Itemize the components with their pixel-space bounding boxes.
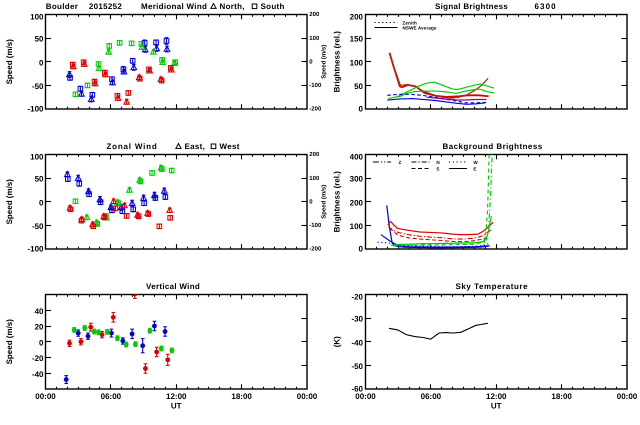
- svg-text:UT: UT: [171, 402, 182, 411]
- svg-text:South: South: [261, 2, 285, 11]
- svg-text:North,: North,: [220, 2, 245, 11]
- svg-text:100: 100: [30, 153, 44, 162]
- svg-text:-100: -100: [27, 105, 44, 114]
- svg-text:400: 400: [350, 153, 364, 162]
- svg-text:Sky Temperature: Sky Temperature: [456, 282, 529, 291]
- svg-text:West: West: [220, 142, 240, 151]
- svg-text:-40: -40: [32, 370, 44, 379]
- svg-text:100: 100: [309, 35, 320, 42]
- svg-text:6300: 6300: [535, 2, 557, 11]
- svg-text:50: 50: [35, 35, 44, 44]
- svg-text:N: N: [436, 160, 440, 165]
- svg-text:2015252: 2015252: [89, 2, 122, 11]
- svg-text:300: 300: [350, 175, 364, 184]
- svg-text:Signal Brightness: Signal Brightness: [435, 2, 508, 11]
- svg-text:Speed (m/s): Speed (m/s): [5, 319, 14, 365]
- svg-text:-20: -20: [32, 354, 44, 363]
- svg-text:W: W: [473, 160, 478, 165]
- svg-text:-20: -20: [351, 293, 363, 302]
- svg-text:100: 100: [309, 175, 320, 182]
- svg-text:Speed (m/s): Speed (m/s): [321, 185, 328, 219]
- svg-text:-200: -200: [309, 246, 322, 253]
- svg-text:NSWE Average: NSWE Average: [403, 25, 437, 30]
- svg-text:100: 100: [30, 13, 44, 22]
- svg-text:-100: -100: [27, 245, 44, 254]
- svg-text:0: 0: [359, 245, 364, 254]
- svg-text:Zonal Wind: Zonal Wind: [107, 142, 158, 151]
- svg-text:12:00: 12:00: [166, 392, 187, 401]
- svg-text:S: S: [436, 167, 439, 172]
- svg-text:Z: Z: [399, 160, 402, 165]
- svg-text:00:00: 00:00: [35, 392, 56, 401]
- svg-text:Vertical Wind: Vertical Wind: [146, 282, 200, 291]
- svg-text:50: 50: [354, 82, 363, 91]
- svg-text:0: 0: [309, 58, 313, 65]
- svg-text:200: 200: [309, 11, 320, 18]
- svg-text:50: 50: [35, 175, 44, 184]
- svg-text:-100: -100: [309, 222, 322, 229]
- svg-text:-50: -50: [32, 82, 44, 91]
- svg-text:40: 40: [35, 307, 44, 316]
- svg-text:06:00: 06:00: [101, 392, 122, 401]
- svg-text:0: 0: [39, 198, 44, 207]
- svg-text:-30: -30: [351, 315, 363, 324]
- svg-text:Speed (m/s): Speed (m/s): [5, 39, 14, 85]
- svg-text:12:00: 12:00: [486, 392, 507, 401]
- svg-text:-40: -40: [351, 338, 363, 347]
- svg-text:200: 200: [350, 198, 364, 207]
- svg-text:-60: -60: [351, 385, 363, 394]
- svg-text:00:00: 00:00: [297, 392, 318, 401]
- svg-text:200: 200: [350, 13, 364, 22]
- svg-text:00:00: 00:00: [617, 392, 638, 401]
- svg-text:0: 0: [309, 198, 313, 205]
- svg-text:Zenith: Zenith: [403, 20, 417, 25]
- svg-text:-200: -200: [309, 106, 322, 113]
- svg-text:06:00: 06:00: [421, 392, 442, 401]
- svg-text:200: 200: [309, 151, 320, 158]
- svg-text:Brightness (rel.): Brightness (rel.): [333, 171, 342, 233]
- svg-text:E: E: [473, 167, 476, 172]
- svg-text:-50: -50: [32, 222, 44, 231]
- svg-text:18:00: 18:00: [551, 392, 572, 401]
- svg-text:100: 100: [350, 58, 364, 67]
- svg-text:Background Brightness: Background Brightness: [443, 142, 543, 151]
- svg-text:Speed (m/s): Speed (m/s): [5, 179, 14, 225]
- svg-text:0: 0: [359, 105, 364, 114]
- svg-text:Boulder: Boulder: [46, 2, 78, 11]
- svg-text:0: 0: [39, 58, 44, 67]
- svg-text:East,: East,: [185, 142, 206, 151]
- svg-text:20: 20: [35, 323, 44, 332]
- svg-text:(K): (K): [333, 336, 342, 347]
- svg-text:150: 150: [350, 35, 364, 44]
- svg-text:Brightness (rel.): Brightness (rel.): [333, 31, 342, 93]
- svg-text:Speed (m/s): Speed (m/s): [321, 45, 328, 79]
- svg-text:Meridional Wind: Meridional Wind: [141, 2, 207, 11]
- svg-text:-100: -100: [309, 82, 322, 89]
- svg-text:UT: UT: [491, 402, 502, 411]
- svg-text:18:00: 18:00: [231, 392, 252, 401]
- svg-text:100: 100: [350, 222, 364, 231]
- svg-text:00:00: 00:00: [355, 392, 376, 401]
- svg-text:0: 0: [39, 338, 44, 347]
- svg-text:-50: -50: [351, 362, 363, 371]
